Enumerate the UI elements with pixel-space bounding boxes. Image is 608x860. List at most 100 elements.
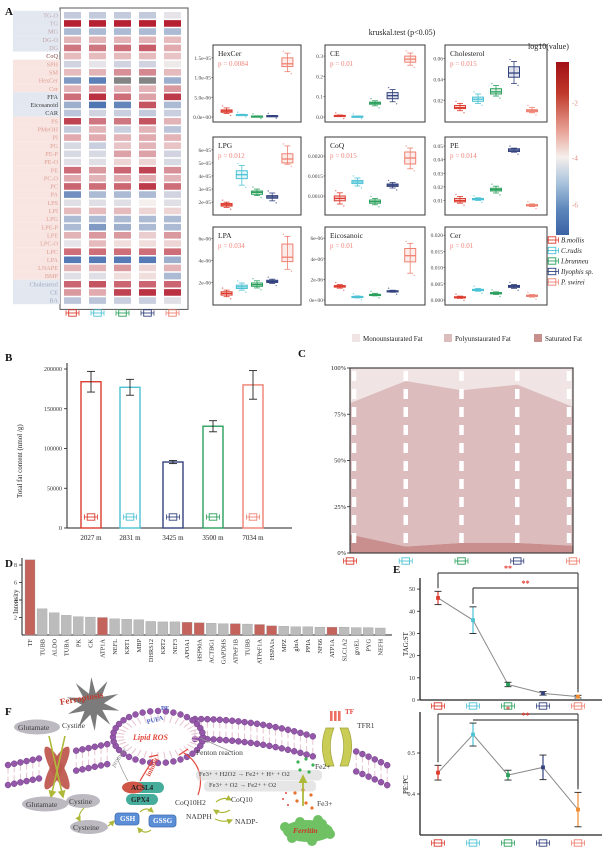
boxplot-Eicosanoic: 0e+00 2e-06 4e-06 6e-06 Eicosanoic p = 0.01	[309, 226, 426, 306]
svg-text:MPZ: MPZ	[281, 639, 288, 652]
svg-text:PS: PS	[51, 118, 58, 125]
svg-text:2027 m: 2027 m	[80, 534, 102, 542]
panel-d-label: D	[5, 558, 13, 570]
panel-f-label: F	[5, 706, 12, 718]
svg-text:0.015: 0.015	[431, 249, 444, 255]
svg-text:LNAPE: LNAPE	[38, 265, 58, 272]
species-box-icon	[165, 309, 180, 317]
svg-text:0.0015: 0.0015	[308, 174, 323, 180]
svg-text:LPI: LPI	[49, 208, 58, 215]
species-box-icon	[123, 513, 137, 521]
promote-inhibit-arrows	[116, 748, 202, 796]
species-box-icon	[343, 557, 357, 565]
svg-text:50%: 50%	[334, 458, 347, 465]
svg-text:PYG: PYG	[365, 639, 372, 652]
svg-text:TF: TF	[27, 639, 34, 647]
svg-text:Cholesterol: Cholesterol	[29, 281, 58, 288]
svg-text:NF66: NF66	[317, 639, 324, 653]
svg-text:PPIA: PPIA	[305, 639, 312, 653]
svg-text:4e-06: 4e-06	[310, 257, 323, 263]
svg-text:ACTBG1: ACTBG1	[208, 639, 215, 664]
svg-text:LPA: LPA	[47, 257, 59, 264]
svg-text:PG: PG	[50, 143, 58, 150]
tag_st_line-chart: 0 10 20 30 40 50 ** **	[409, 564, 602, 710]
svg-text:30: 30	[409, 631, 415, 637]
svg-text:0e+00: 0e+00	[309, 298, 323, 304]
iron-species	[282, 757, 315, 810]
svg-text:FFA: FFA	[47, 94, 58, 101]
species-box-icon	[571, 702, 585, 710]
species-box-icon	[466, 702, 480, 710]
species-box-icon	[65, 309, 80, 317]
svg-text:p = 0.012: p = 0.012	[218, 152, 245, 160]
species-box-icon	[566, 557, 580, 565]
species-box-icon	[431, 839, 445, 847]
svg-text:LPE: LPE	[47, 232, 58, 239]
svg-text:PI: PI	[52, 135, 58, 142]
d-y-axis-label: Intensity	[12, 589, 20, 615]
svg-text:1.5e-05: 1.5e-05	[194, 56, 211, 62]
species-box-icon	[398, 557, 413, 565]
svg-text:ATP1A: ATP1A	[329, 639, 336, 658]
svg-text:CAR: CAR	[45, 110, 59, 117]
svg-text:p = 0.01: p = 0.01	[330, 60, 354, 68]
svg-text:0.005: 0.005	[431, 282, 444, 288]
svg-text:25%: 25%	[334, 504, 347, 511]
svg-text:SLC1A2: SLC1A2	[341, 639, 348, 661]
species-box-icon	[140, 309, 155, 317]
svg-text:6: 6	[14, 581, 17, 587]
svg-text:100000: 100000	[44, 447, 62, 453]
svg-text:Cholesterol: Cholesterol	[450, 49, 485, 58]
svg-text:0.06: 0.06	[433, 56, 443, 62]
ferroptosis-star	[66, 677, 120, 731]
svg-text:TUBA: TUBA	[63, 639, 70, 657]
boxplot-PE: 0.01 0.02 0.03 0.04 0.05 PE p = 0.014	[433, 136, 548, 216]
svg-text:C.rudis: C.rudis	[561, 247, 582, 255]
svg-text:PC-O: PC-O	[44, 175, 59, 182]
svg-text:CoQ: CoQ	[46, 53, 58, 60]
protein-intensity-bar-chart: 2 4 6 8 TF TUBB ALDO TUBA PK CK ATP1A NEFL KRT1 MBP DH…	[14, 558, 392, 664]
svg-text:0.05: 0.05	[433, 144, 443, 150]
svg-text:0.3: 0.3	[316, 54, 323, 60]
svg-text:4e-05: 4e-05	[198, 174, 211, 180]
svg-text:2e-06: 2e-06	[198, 280, 211, 286]
species-box-icon	[545, 246, 559, 255]
svg-text:0.0020: 0.0020	[308, 154, 323, 160]
svg-text:LPA: LPA	[218, 231, 232, 240]
heatmap-x-axis-icons	[65, 309, 180, 317]
svg-text:20: 20	[409, 654, 415, 660]
svg-text:4e-06: 4e-06	[198, 259, 211, 265]
species-box-icon	[501, 702, 515, 710]
species-box-icon	[84, 513, 98, 521]
svg-text:PC: PC	[50, 184, 58, 191]
svg-text:3500 m: 3500 m	[202, 534, 224, 542]
svg-text:8: 8	[14, 563, 17, 569]
species-box-icon	[536, 839, 550, 847]
svg-text:0.020: 0.020	[431, 233, 444, 239]
svg-text:p = 0.015: p = 0.015	[330, 152, 357, 160]
svg-text:TG: TG	[50, 21, 59, 28]
species-box-icon	[501, 839, 515, 847]
svg-text:0.01: 0.01	[433, 198, 443, 204]
svg-text:PE: PE	[51, 167, 58, 174]
svg-text:APOA1: APOA1	[184, 639, 191, 659]
svg-text:50000: 50000	[47, 486, 62, 492]
svg-text:LPC-O: LPC-O	[40, 241, 58, 248]
svg-text:6e-06: 6e-06	[310, 236, 323, 242]
svg-text:p = 0.01: p = 0.01	[450, 242, 474, 250]
svg-text:0%: 0%	[337, 550, 346, 557]
svg-text:3e-05: 3e-05	[198, 187, 211, 193]
species-box-icon	[166, 513, 180, 521]
pe_pc_line-chart: 0.40.5***	[408, 705, 602, 847]
svg-text:LPE-P: LPE-P	[41, 224, 58, 231]
boxplot-Cholesterol: 0.02 0.04 0.06 Cholesterol p = 0.015	[433, 44, 548, 123]
svg-text:7034 m: 7034 m	[242, 534, 264, 542]
svg-text:PE-P: PE-P	[45, 151, 58, 158]
panel-b-label: B	[5, 352, 13, 364]
b-y-axis-label: Total fat content (nmol /g)	[16, 424, 24, 498]
svg-text:1.0e-05: 1.0e-05	[194, 76, 211, 82]
svg-text:TG-O: TG-O	[43, 12, 58, 19]
svg-text:3425 m: 3425 m	[162, 534, 184, 542]
